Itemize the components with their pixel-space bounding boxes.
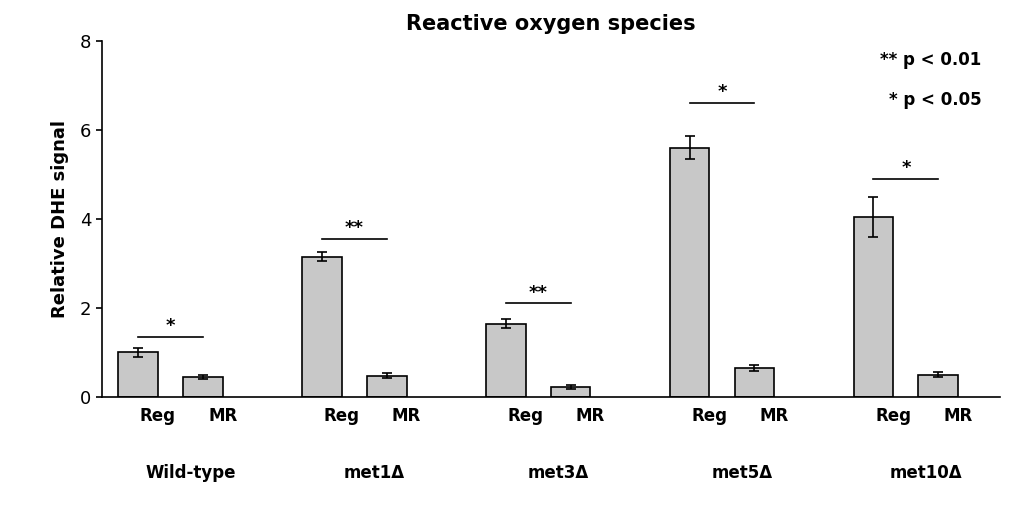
Text: *: *: [165, 317, 175, 335]
Bar: [853, 217, 893, 397]
Title: Reactive oxygen species: Reactive oxygen species: [406, 14, 695, 34]
Text: met10Δ: met10Δ: [889, 464, 961, 482]
Text: met3Δ: met3Δ: [527, 464, 588, 482]
Text: Wild-type: Wild-type: [145, 464, 235, 482]
Text: met5Δ: met5Δ: [710, 464, 771, 482]
Text: * p < 0.05: * p < 0.05: [889, 91, 980, 108]
Bar: [485, 324, 525, 397]
Bar: [734, 368, 773, 397]
Bar: [302, 257, 341, 397]
Text: **: **: [344, 219, 364, 237]
Bar: [367, 376, 407, 397]
Bar: [669, 148, 709, 397]
Text: met1Δ: met1Δ: [343, 464, 405, 482]
Bar: [118, 353, 158, 397]
Y-axis label: Relative DHE signal: Relative DHE signal: [51, 120, 69, 318]
Bar: [917, 375, 957, 397]
Text: *: *: [716, 83, 727, 101]
Text: *: *: [900, 159, 910, 177]
Bar: [550, 387, 590, 397]
Text: **: **: [528, 284, 547, 302]
Text: ** p < 0.01: ** p < 0.01: [879, 51, 980, 69]
Bar: [183, 377, 222, 397]
